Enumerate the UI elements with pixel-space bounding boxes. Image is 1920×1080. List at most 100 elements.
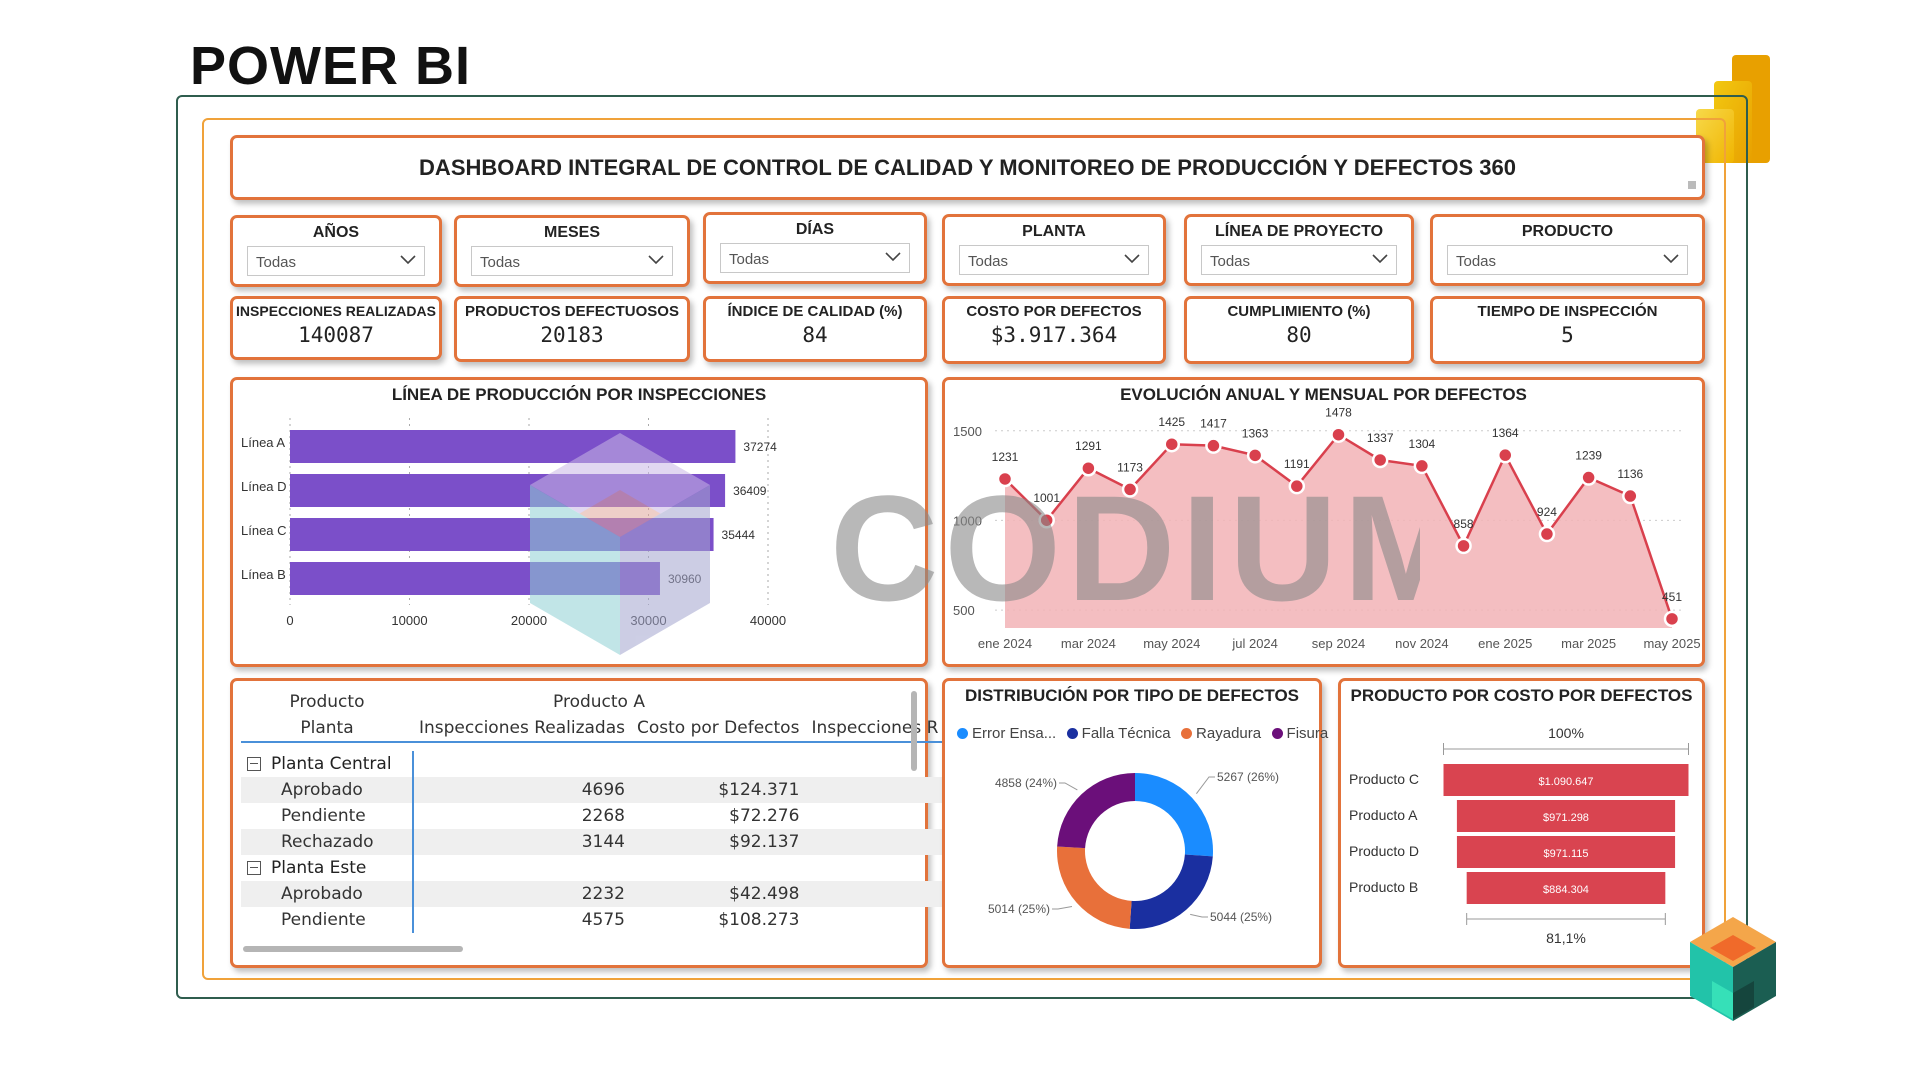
cell-inspecciones: 2268 xyxy=(581,806,625,826)
collapse-icon[interactable] xyxy=(247,757,261,771)
slicer-dropdown-anos[interactable]: Todas xyxy=(247,246,425,276)
y-tick-label: 500 xyxy=(953,603,975,618)
kpi-tiempo-inspeccion: TIEMPO DE INSPECCIÓN 5 xyxy=(1430,296,1705,364)
slicer-meses: MESES Todas xyxy=(454,215,690,287)
funnel-top-label: 100% xyxy=(1548,725,1584,741)
watermark-text: CODIUM xyxy=(830,464,1420,632)
table-row: Pendiente 4575 $108.273 xyxy=(241,907,944,933)
kpi-value: 5 xyxy=(1561,323,1574,347)
cell-inspecciones: 4575 xyxy=(581,910,625,930)
x-tick-label: 20000 xyxy=(511,613,547,628)
chart-title: LÍNEA DE PRODUCCIÓN POR INSPECCIONES xyxy=(391,385,767,404)
data-label: 1363 xyxy=(1242,426,1269,440)
matrix-col-group-label: Producto xyxy=(289,692,365,712)
slicer-value: Todas xyxy=(1456,253,1497,270)
slicer-dropdown-producto[interactable]: Todas xyxy=(1447,245,1688,275)
resize-handle[interactable] xyxy=(1688,181,1696,189)
data-point xyxy=(1038,511,1055,529)
slicer-label: AÑOS xyxy=(312,224,360,241)
slicer-value: Todas xyxy=(968,253,1009,270)
slice-label: 4858 (24%) xyxy=(995,776,1057,790)
data-label: 1425 xyxy=(1158,415,1185,429)
matrix-table: Producto Producto A Planta Inspecciones … xyxy=(241,689,945,933)
kpi-label: INSPECCIONES REALIZADAS xyxy=(236,303,436,319)
x-tick-label: mar 2025 xyxy=(1561,636,1616,651)
data-label: 1136 xyxy=(1617,467,1643,481)
horizontal-scrollbar[interactable] xyxy=(243,946,463,952)
slicer-dropdown-linea[interactable]: Todas xyxy=(1201,245,1397,275)
slicer-dropdown-planta[interactable]: Todas xyxy=(959,245,1149,275)
chart-title: EVOLUCIÓN ANUAL Y MENSUAL POR DEFECTOS xyxy=(1120,385,1527,404)
data-label: 1304 xyxy=(1409,437,1436,451)
dashboard-title: DASHBOARD INTEGRAL DE CONTROL DE CALIDAD… xyxy=(419,155,1516,180)
legend-dot xyxy=(1181,728,1193,739)
area-chart: 500 1000 1500 1231 1001 1291 1173 1425 1417 1363 1… xyxy=(953,406,1701,651)
kpi-value: $3.917.364 xyxy=(990,323,1118,347)
cell-inspecciones: 2232 xyxy=(581,884,625,904)
donut-chart: 5267 (26%) 5044 (25%) 5014 (25%) 4858 (24%) xyxy=(988,770,1279,929)
matrix-table-area: Producto Producto A Planta Inspecciones … xyxy=(241,689,1151,949)
legend-item[interactable]: Fisura xyxy=(1271,725,1329,742)
funnel-value-label: $1.090.647 xyxy=(1538,776,1593,788)
slicer-value: Todas xyxy=(256,254,297,271)
chevron-down-icon xyxy=(400,255,416,265)
legend-item[interactable]: Falla Técnica xyxy=(1066,725,1171,742)
row-label: Pendiente xyxy=(241,907,414,933)
slicer-dropdown-dias[interactable]: Todas xyxy=(720,243,910,273)
y-category-label: Línea C xyxy=(241,523,287,538)
data-point xyxy=(1121,481,1139,498)
data-point xyxy=(996,470,1014,488)
kpi-label: ÍNDICE DE CALIDAD (%) xyxy=(727,303,903,320)
data-label: 1001 xyxy=(1033,491,1060,505)
funnel-category-label: Producto C xyxy=(1349,771,1419,787)
legend-dot xyxy=(1066,728,1078,739)
y-category-label: Línea B xyxy=(241,567,286,582)
funnel-category-label: Producto B xyxy=(1349,879,1418,895)
legend-label: Fisura xyxy=(1286,725,1329,742)
leader-line xyxy=(1196,776,1215,794)
data-label: 1478 xyxy=(1325,406,1352,420)
row-label: Pendiente xyxy=(241,803,414,829)
table-row-group: Planta Central xyxy=(241,751,944,777)
data-label: 1191 xyxy=(1284,457,1310,471)
legend-item[interactable]: Rayadura xyxy=(1181,725,1261,742)
matrix-col-header[interactable]: Inspecciones R xyxy=(811,718,939,738)
funnel-category-label: Producto A xyxy=(1349,807,1418,823)
x-tick-label: may 2024 xyxy=(1143,636,1200,651)
slicer-label: PRODUCTO xyxy=(1521,223,1614,240)
data-point xyxy=(1455,537,1472,555)
matrix-col-header[interactable]: Costo por Defectos xyxy=(636,718,800,738)
cell-inspecciones: 3144 xyxy=(581,832,625,852)
y-category-label: Línea A xyxy=(241,435,285,450)
vertical-scrollbar[interactable] xyxy=(911,691,917,771)
donut-slice xyxy=(1135,773,1213,857)
chart-title: DISTRIBUCIÓN POR TIPO DE DEFECTOS xyxy=(964,686,1300,705)
kpi-value: 140087 xyxy=(298,323,374,347)
area-chart-card: EVOLUCIÓN ANUAL Y MENSUAL POR DEFECTOS 5… xyxy=(942,377,1705,667)
data-label: 858 xyxy=(1454,517,1474,531)
watermark-overlay: CODIUM xyxy=(530,433,1420,655)
legend-label: Falla Técnica xyxy=(1081,725,1171,742)
data-point xyxy=(1371,451,1389,469)
x-tick-label: nov 2024 xyxy=(1395,636,1449,651)
x-tick-label: sep 2024 xyxy=(1312,636,1366,651)
collapse-icon[interactable] xyxy=(247,861,261,875)
slicer-label: LÍNEA DE PROYECTO xyxy=(1214,223,1384,240)
x-tick-label: may 2025 xyxy=(1643,636,1700,651)
kpi-label: COSTO POR DEFECTOS xyxy=(966,303,1142,320)
dashboard-title-card: DASHBOARD INTEGRAL DE CONTROL DE CALIDAD… xyxy=(230,135,1705,200)
slicer-label: DÍAS xyxy=(795,221,835,238)
x-tick-label: 10000 xyxy=(391,613,427,628)
slicer-label: MESES xyxy=(543,224,600,241)
data-point xyxy=(1497,446,1514,464)
data-label: 924 xyxy=(1537,505,1557,519)
kpi-value: 80 xyxy=(1286,323,1312,347)
donut-chart-card: DISTRIBUCIÓN POR TIPO DE DEFECTOS Error … xyxy=(942,678,1328,968)
inner-frame xyxy=(202,118,1726,980)
legend-item[interactable]: Error Ensa... xyxy=(957,725,1056,742)
slicer-anos: AÑOS Todas xyxy=(230,215,442,287)
matrix-col-header[interactable]: Inspecciones Realizadas xyxy=(419,718,625,738)
slicer-dropdown-meses[interactable]: Todas xyxy=(471,246,673,276)
cell-costo: $108.273 xyxy=(718,910,800,930)
x-tick-label: 40000 xyxy=(750,613,786,628)
